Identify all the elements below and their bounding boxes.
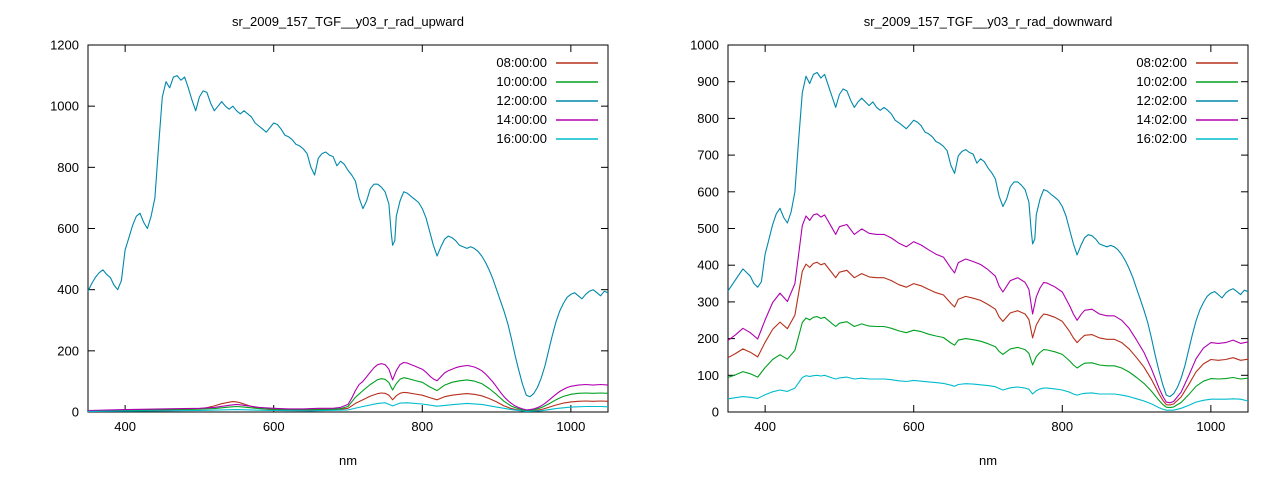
x-axis-label-upward: nm <box>338 453 358 468</box>
y-tick-label: 1200 <box>50 38 79 53</box>
legend-label: 10:02:00 <box>1136 74 1187 89</box>
series-line-140200 <box>727 213 1249 404</box>
x-tick-label: 800 <box>411 419 433 434</box>
x-axis-label-downward: nm <box>978 453 998 468</box>
y-tick-label: 0 <box>72 405 79 420</box>
x-tick-label: 1000 <box>1196 419 1225 434</box>
series-line-100000 <box>87 377 609 412</box>
y-tick-label: 400 <box>57 282 79 297</box>
legend-label: 16:00:00 <box>496 131 547 146</box>
y-tick-label: 600 <box>697 184 719 199</box>
x-tick-label: 600 <box>903 419 925 434</box>
y-tick-label: 800 <box>57 160 79 175</box>
series-line-140000 <box>87 361 609 412</box>
y-tick-label: 600 <box>57 221 79 236</box>
chart-downward: 400 600 800 1000 0 100 200 300 400 500 600 700 800 90… <box>640 0 1280 480</box>
x-tick-label: 1000 <box>556 419 585 434</box>
legend-label: 12:02:00 <box>1136 93 1187 108</box>
legend-label: 08:02:00 <box>1136 55 1187 70</box>
chart-upward: 400 600 800 1000 0 200 400 600 800 1000 1200 08:00:… <box>50 14 609 468</box>
series-line-100200 <box>727 316 1249 409</box>
upward-plot-svg: 400 600 800 1000 0 200 400 600 800 1000 1200 08:00:… <box>50 38 609 434</box>
series-line-160200 <box>727 374 1249 411</box>
downward-plot-svg: 400 600 800 1000 0 100 200 300 400 500 600 700 800 90… <box>690 38 1249 434</box>
y-tick-label: 200 <box>697 331 719 346</box>
series-line-080200 <box>727 261 1249 406</box>
y-tick-label: 900 <box>697 74 719 89</box>
y-tick-label: 800 <box>697 111 719 126</box>
y-tick-label: 700 <box>697 148 719 163</box>
series-line-120000 <box>87 75 609 398</box>
y-tick-label: 100 <box>697 368 719 383</box>
legend-label: 14:00:00 <box>496 112 547 127</box>
legend-label: 14:02:00 <box>1136 112 1187 127</box>
y-tick-label: 1000 <box>690 38 719 53</box>
legend-label: 16:02:00 <box>1136 131 1187 146</box>
x-tick-label: 600 <box>263 419 285 434</box>
series-line-160000 <box>87 402 609 412</box>
y-tick-label: 400 <box>697 258 719 273</box>
legend-label: 08:00:00 <box>496 55 547 70</box>
y-tick-label: 200 <box>57 343 79 358</box>
y-tick-label: 0 <box>712 405 719 420</box>
legend-label: 12:00:00 <box>496 93 547 108</box>
x-tick-label: 400 <box>114 419 136 434</box>
y-tick-label: 500 <box>697 221 719 236</box>
legend-label: 10:00:00 <box>496 74 547 89</box>
x-tick-label: 400 <box>754 419 776 434</box>
series-line-120200 <box>727 71 1249 398</box>
chart-title-downward: sr_2009_157_TGF__y03_r_rad_downward <box>863 14 1113 29</box>
chart-title-upward: sr_2009_157_TGF__y03_r_rad_upward <box>232 14 464 29</box>
y-tick-label: 1000 <box>50 99 79 114</box>
y-tick-label: 300 <box>697 294 719 309</box>
x-tick-label: 800 <box>1051 419 1073 434</box>
